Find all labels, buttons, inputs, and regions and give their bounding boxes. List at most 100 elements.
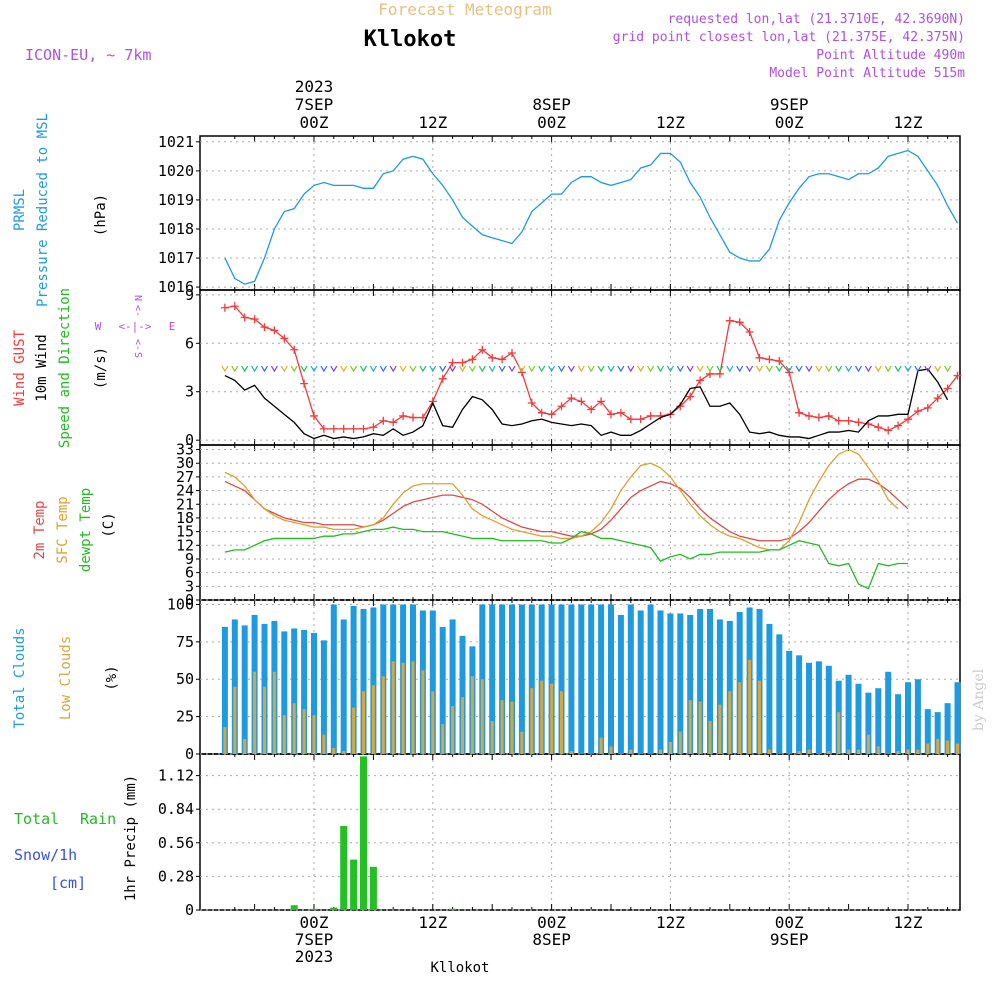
y-tick-label: 1.12 — [158, 767, 194, 785]
wind-direction-arrow — [221, 365, 229, 373]
wind-direction-arrow — [577, 365, 585, 373]
wind-direction-arrow — [607, 365, 615, 373]
gust-marker — [448, 358, 457, 367]
low-cloud-bar — [906, 749, 910, 754]
top-time-label: 12Z — [656, 113, 685, 132]
low-cloud-bar — [530, 688, 534, 754]
forecast-supertitle: Forecast Meteogram — [378, 0, 551, 19]
gust-marker — [409, 413, 417, 422]
total-cloud-bar — [489, 604, 496, 754]
pressure-unit: (hPa) — [93, 194, 109, 236]
low-cloud-bar — [569, 751, 573, 754]
gust-marker — [369, 423, 378, 432]
wind-direction-arrow — [676, 365, 684, 373]
y-tick-label: 0.56 — [158, 834, 194, 852]
total-cloud-bar — [687, 614, 694, 754]
wind-direction-arrow — [498, 365, 506, 373]
top-time-label: 2023 — [295, 77, 334, 96]
gust-marker — [943, 384, 952, 393]
wind-direction-arrow — [557, 365, 566, 373]
gust-marker — [745, 327, 754, 336]
wind-direction-arrow — [508, 365, 516, 373]
bottom-time-label: 2023 — [295, 947, 334, 966]
temp-sfc-line — [224, 448, 899, 551]
y-tick-label: 1017 — [158, 249, 194, 267]
total-cloud-bar — [608, 604, 614, 754]
gust-marker — [834, 416, 843, 425]
y-tick-label: 21 — [176, 495, 194, 513]
bottom-time-label: 00Z — [775, 913, 804, 932]
wind-direction-arrow — [260, 365, 269, 373]
gust-marker — [646, 411, 655, 420]
wind-speed-line — [224, 368, 949, 440]
low-cloud-bar — [233, 686, 237, 754]
y-tick-label: 15 — [176, 523, 194, 541]
wind-direction-arrow — [270, 365, 278, 373]
total-cloud-bar — [934, 712, 941, 754]
bottom-time-label: 12Z — [656, 913, 685, 932]
gust-marker — [240, 313, 249, 322]
total-cloud-bar — [330, 604, 337, 754]
wind-direction-arrow — [736, 365, 744, 373]
total-cloud-bar — [895, 694, 902, 754]
total-cloud-bar — [677, 613, 684, 754]
gust-marker — [587, 405, 596, 414]
total-cloud-bar — [885, 671, 892, 754]
compass-west: W — [95, 320, 102, 333]
y-tick-label: 75 — [176, 633, 194, 651]
gust-marker — [339, 424, 348, 433]
low-cloud-bar — [936, 739, 940, 754]
gust-marker — [686, 392, 695, 401]
total-cloud-bar — [479, 604, 486, 754]
low-cloud-bar — [263, 686, 266, 754]
low-cloud-bar — [243, 739, 247, 754]
gust-marker — [765, 355, 774, 364]
total-cloud-bar — [726, 620, 733, 754]
wind-direction-arrow — [488, 365, 496, 373]
low-cloud-bar — [510, 701, 514, 754]
total-cloud-bar — [449, 619, 456, 754]
gust-marker — [349, 424, 358, 433]
gust-marker — [389, 418, 398, 427]
precip-labels: Total Rain Snow/1h [cm] 1hr Precip (mm) — [14, 775, 139, 901]
y-tick-label: 50 — [176, 670, 194, 688]
gust-marker — [300, 379, 309, 388]
grid-point-coordinates: grid point closest lon,lat (21.375E, 42.… — [613, 30, 965, 45]
gust-marker — [280, 334, 289, 343]
wind-direction-arrow — [894, 365, 902, 373]
gust-marker — [874, 423, 883, 432]
wind-direction-arrow — [904, 365, 912, 373]
top-time-label: 8SEP — [532, 95, 571, 114]
wind-direction-arrow — [350, 365, 358, 373]
total-cloud-bar — [914, 679, 921, 754]
cloud-labels: Total Clouds Low Clouds (%) — [12, 627, 120, 728]
low-cloud-bar — [926, 743, 930, 754]
wind-direction-arrow — [775, 365, 783, 373]
total-cloud-bar — [578, 604, 585, 754]
wind-direction-arrow — [716, 365, 724, 373]
gust-marker — [557, 402, 566, 411]
total-cloud-bar — [627, 604, 634, 754]
wind-direction-arrow — [290, 365, 298, 373]
gust-marker — [775, 357, 784, 366]
top-time-label: 00Z — [537, 113, 566, 132]
gust-marker — [230, 302, 239, 311]
rain-bar — [290, 905, 298, 910]
temp-label-dewpt: dewpt Temp — [78, 488, 94, 572]
precip-label-cm: [cm] — [50, 874, 86, 892]
pressure-line — [224, 149, 959, 285]
wind-direction-arrow — [825, 365, 833, 373]
gust-marker — [814, 413, 823, 422]
bottom-time-label: 12Z — [418, 913, 447, 932]
gust-marker — [725, 316, 734, 325]
gust-marker — [220, 303, 229, 312]
panel-frame — [199, 135, 961, 291]
wind-direction-arrow — [656, 365, 665, 373]
wind-direction-arrow — [864, 365, 872, 373]
total-cloud-bar — [311, 632, 317, 754]
total-cloud-bar — [340, 619, 347, 754]
y-tick-label: 100 — [167, 595, 194, 613]
low-cloud-bar — [282, 715, 286, 754]
compass-arrow-south: <- — [132, 339, 143, 351]
